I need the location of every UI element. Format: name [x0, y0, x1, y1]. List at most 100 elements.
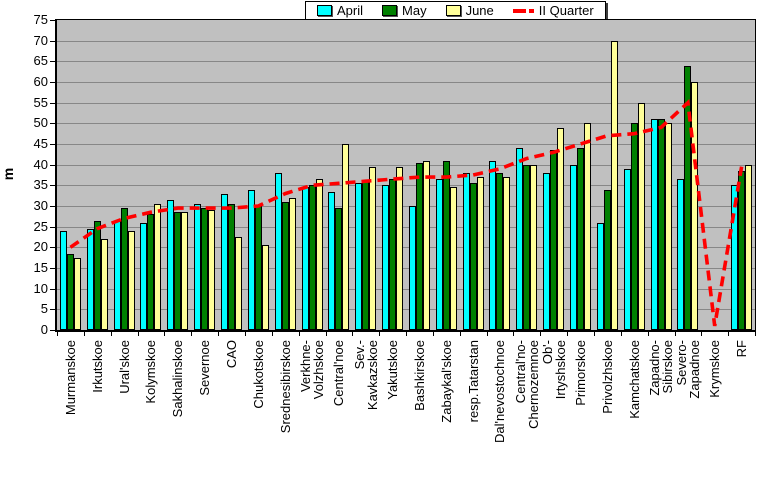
- x-tick: [218, 332, 220, 336]
- bar-may: [201, 208, 209, 330]
- bar-june: [476, 177, 484, 330]
- x-category-label: Irkutskoe: [89, 340, 105, 393]
- x-category-label: Verkhne- Volzhskoe: [298, 340, 327, 400]
- x-category-label: Sakhalinskoe: [170, 340, 186, 418]
- bar-april: [516, 148, 524, 330]
- y-tick-label: 25: [33, 218, 48, 234]
- x-tick: [540, 332, 542, 336]
- x-tick: [191, 332, 193, 336]
- bar-june: [288, 197, 296, 330]
- bar-april: [596, 222, 604, 330]
- bar-april: [489, 160, 497, 330]
- x-tick: [647, 332, 649, 336]
- x-category-label: Chukotskoe: [250, 340, 266, 409]
- bar-may: [738, 170, 746, 330]
- x-tick: [57, 332, 58, 336]
- bar-april: [570, 164, 577, 330]
- gridline: [57, 102, 755, 104]
- y-tick: [50, 102, 55, 104]
- x-tick: [110, 332, 112, 336]
- x-tick: [513, 332, 515, 336]
- legend-label-june: June: [465, 3, 494, 18]
- x-tick: [432, 332, 434, 336]
- x-tick: [593, 332, 595, 336]
- bar-april: [382, 185, 390, 330]
- bar-may: [362, 181, 370, 330]
- x-tick: [406, 332, 407, 336]
- bar-may: [254, 206, 262, 330]
- legend-key-dash-icon: [512, 8, 534, 13]
- bar-may: [550, 150, 558, 330]
- x-category-label: Ural'skoe: [116, 340, 132, 394]
- bar-may: [577, 148, 584, 330]
- x-category-label: Privolzhskoe: [599, 340, 615, 414]
- y-tick-label: 65: [33, 53, 48, 69]
- bar-may: [415, 162, 423, 330]
- y-tick-label: 15: [33, 260, 48, 275]
- legend-key-june-swatch: [445, 5, 461, 16]
- y-tick-label: 5: [40, 301, 48, 317]
- bar-april: [113, 220, 121, 330]
- x-category-label: Primorskoe: [573, 340, 588, 406]
- legend-item-ii-quarter: II Quarter: [512, 3, 594, 18]
- bar-april: [623, 168, 631, 330]
- bar-may: [684, 65, 692, 330]
- bar-april: [435, 179, 443, 330]
- y-tick: [50, 40, 55, 42]
- x-tick: [674, 332, 676, 336]
- y-tick-label: 40: [33, 156, 48, 172]
- bar-april: [328, 191, 336, 330]
- x-category-label: Bashkirskoe: [411, 340, 427, 411]
- y-tick: [50, 226, 55, 228]
- bar-april: [247, 189, 255, 330]
- x-tick: [137, 332, 139, 336]
- bar-june: [369, 166, 377, 330]
- y-tick: [50, 309, 55, 311]
- bar-april: [731, 185, 739, 330]
- dash-short: [528, 8, 534, 13]
- bar-june: [745, 164, 753, 330]
- y-tick-label: 10: [33, 280, 48, 296]
- y-tick: [50, 123, 55, 125]
- x-tick: [325, 332, 327, 336]
- bar-may: [66, 253, 74, 330]
- y-tick-label: 70: [33, 32, 48, 48]
- dash-long: [512, 8, 526, 13]
- bar-may: [630, 123, 638, 330]
- bar-june: [691, 82, 699, 330]
- x-tick: [271, 332, 273, 336]
- gridline: [57, 40, 755, 42]
- x-tick: [244, 332, 246, 336]
- x-category-label: Zapadno- Sibirskoe: [647, 340, 676, 396]
- bar-april: [301, 187, 309, 330]
- bar-june: [396, 166, 404, 330]
- bar-may: [442, 160, 450, 330]
- y-tick: [50, 330, 55, 331]
- bar-may: [523, 164, 531, 330]
- x-category-label: Kolymskoe: [143, 340, 159, 404]
- x-category-label: Zabaykal'skoe: [438, 340, 454, 423]
- bar-april: [167, 199, 175, 330]
- legend-key-may-swatch: [382, 5, 398, 16]
- bar-may: [174, 212, 182, 330]
- bar-april: [221, 193, 228, 330]
- x-category-label: Srednesibirskoe: [277, 340, 293, 434]
- bar-april: [355, 183, 363, 330]
- bar-june: [154, 203, 162, 330]
- bar-april: [86, 228, 94, 330]
- x-category-label: Severo- Zapadnoe: [673, 340, 702, 399]
- legend-label-ii-quarter: II Quarter: [538, 3, 594, 18]
- bar-april: [408, 206, 416, 330]
- x-tick: [298, 332, 300, 336]
- plot-area: [55, 19, 756, 332]
- bar-may: [281, 201, 289, 330]
- x-tick: [459, 332, 461, 336]
- bar-june: [449, 187, 457, 330]
- legend: April May June II Quarter: [305, 1, 606, 20]
- x-tick: [352, 332, 354, 336]
- y-tick-label: 55: [33, 94, 48, 110]
- bar-may: [308, 185, 316, 330]
- y-tick: [50, 164, 55, 166]
- x-tick: [486, 332, 488, 336]
